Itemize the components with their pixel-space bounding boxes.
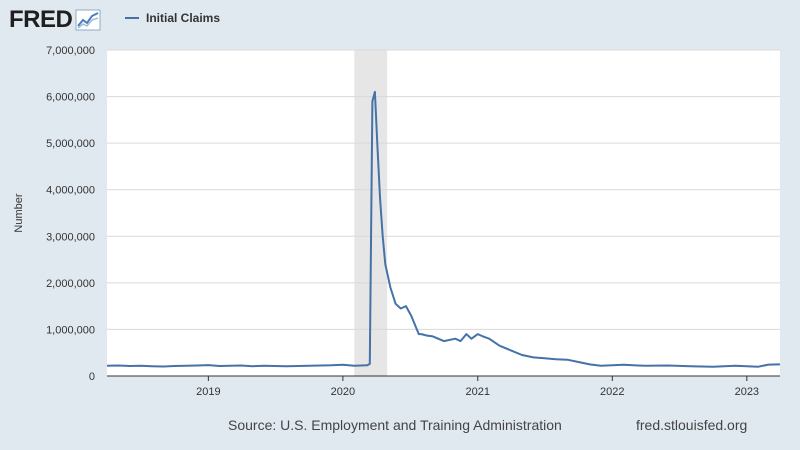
x-axis: 2019 2020 2021 2022 2023 [107, 375, 780, 398]
chart-header: FRED Initial Claims [0, 0, 800, 40]
legend-swatch [125, 17, 139, 19]
y-tick-label: 7,000,000 [46, 45, 95, 57]
x-tick-label: 2019 [196, 386, 220, 398]
chart-trend-icon [75, 9, 101, 31]
y-tick-label: 1,000,000 [46, 324, 95, 336]
legend[interactable]: Initial Claims [125, 11, 220, 25]
y-tick-label: 2,000,000 [46, 278, 95, 290]
logo-text: FRED [9, 6, 73, 33]
fred-logo[interactable]: FRED [9, 6, 101, 34]
x-tick-label: 2021 [466, 386, 490, 398]
y-axis-label: Number [13, 193, 25, 232]
y-tick-label: 4,000,000 [46, 185, 95, 197]
y-tick-label: 6,000,000 [46, 92, 95, 104]
plot-area [107, 50, 780, 376]
y-tick-label: 3,000,000 [46, 231, 95, 243]
x-tick-label: 2020 [331, 386, 355, 398]
series-layer[interactable] [106, 90, 781, 368]
source-note: Source: U.S. Employment and Training Adm… [228, 417, 562, 433]
gridlines [107, 49, 780, 330]
y-tick-label: 5,000,000 [46, 138, 95, 150]
legend-label: Initial Claims [146, 11, 221, 25]
y-axis: 0 1,000,000 2,000,000 3,000,000 4,000,000 5,0… [46, 45, 95, 383]
x-tick-label: 2023 [735, 386, 759, 398]
x-tick-label: 2022 [600, 386, 624, 398]
source-url[interactable]: fred.stlouisfed.org [636, 417, 748, 433]
series-line-initial-claims[interactable] [106, 90, 781, 368]
y-tick-label: 0 [89, 371, 95, 383]
